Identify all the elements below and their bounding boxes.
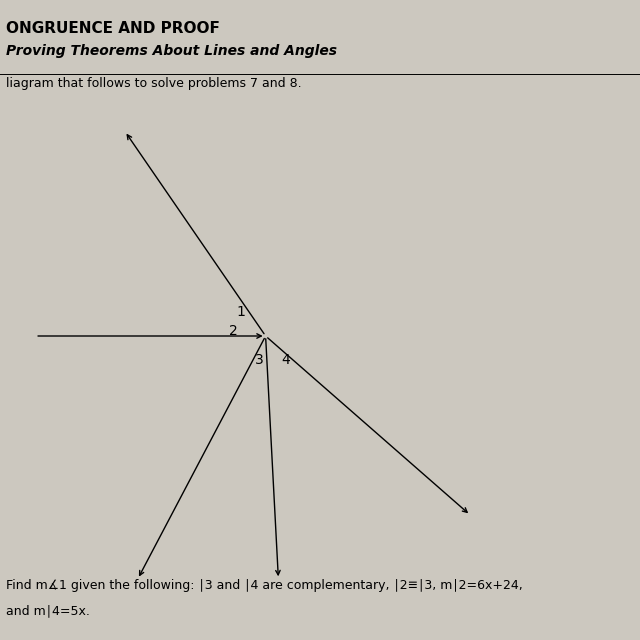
Text: 4: 4 — [282, 353, 291, 367]
Text: and m∣4=5x.: and m∣4=5x. — [6, 605, 90, 618]
Text: Proving Theorems About Lines and Angles: Proving Theorems About Lines and Angles — [6, 44, 337, 58]
Text: liagram that follows to solve problems 7 and 8.: liagram that follows to solve problems 7… — [6, 77, 302, 90]
Text: ONGRUENCE AND PROOF: ONGRUENCE AND PROOF — [6, 21, 220, 36]
Text: 1: 1 — [237, 305, 246, 319]
Text: Find m∡1 given the following: ∣3 and ∣4 are complementary, ∣2≡∣3, m∣2=6x+24,: Find m∡1 given the following: ∣3 and ∣4 … — [6, 579, 523, 592]
Text: 2: 2 — [229, 324, 238, 338]
Text: 3: 3 — [255, 353, 264, 367]
